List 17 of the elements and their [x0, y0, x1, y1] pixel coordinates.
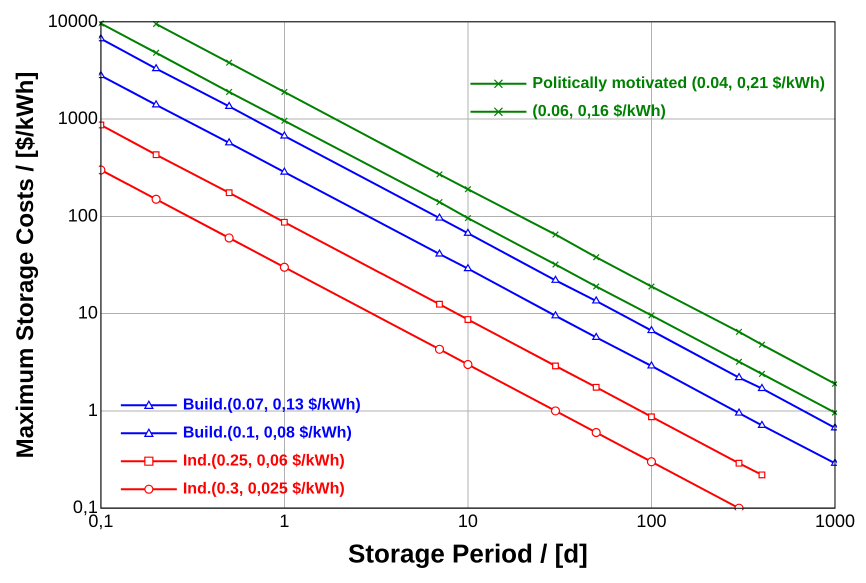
y-tick-label: 100 — [68, 205, 98, 226]
y-tick-label: 1 — [88, 400, 98, 420]
y-axis-title: Maximum Storage Costs / [$/kWh] — [12, 72, 40, 458]
legend-label: Build.(0.1, 0,08 $/kWh) — [182, 424, 352, 442]
x-tick-label: 100 — [636, 510, 666, 531]
legend-label: Politically motivated (0.04, 0,21 $/kWh) — [532, 75, 825, 92]
x-tick-label: 10 — [458, 510, 478, 531]
y-tick-label: 10000 — [48, 10, 98, 31]
legend-label: Ind.(0.3, 0,025 $/kWh) — [182, 480, 345, 498]
x-tick-label: 1 — [279, 510, 290, 531]
legend-label: (0.06, 0,16 $/kWh) — [532, 103, 666, 120]
y-tick-label: 10 — [78, 302, 98, 323]
legend-label: Ind.(0.25, 0,06 $/kWh) — [182, 452, 345, 470]
legend-label: Build.(0.07, 0,13 $/kWh) — [182, 396, 361, 414]
y-tick-label: 1000 — [58, 108, 98, 128]
x-tick-label: 1000 — [814, 510, 855, 531]
x-axis-title: Storage Period / [d] — [348, 538, 588, 569]
